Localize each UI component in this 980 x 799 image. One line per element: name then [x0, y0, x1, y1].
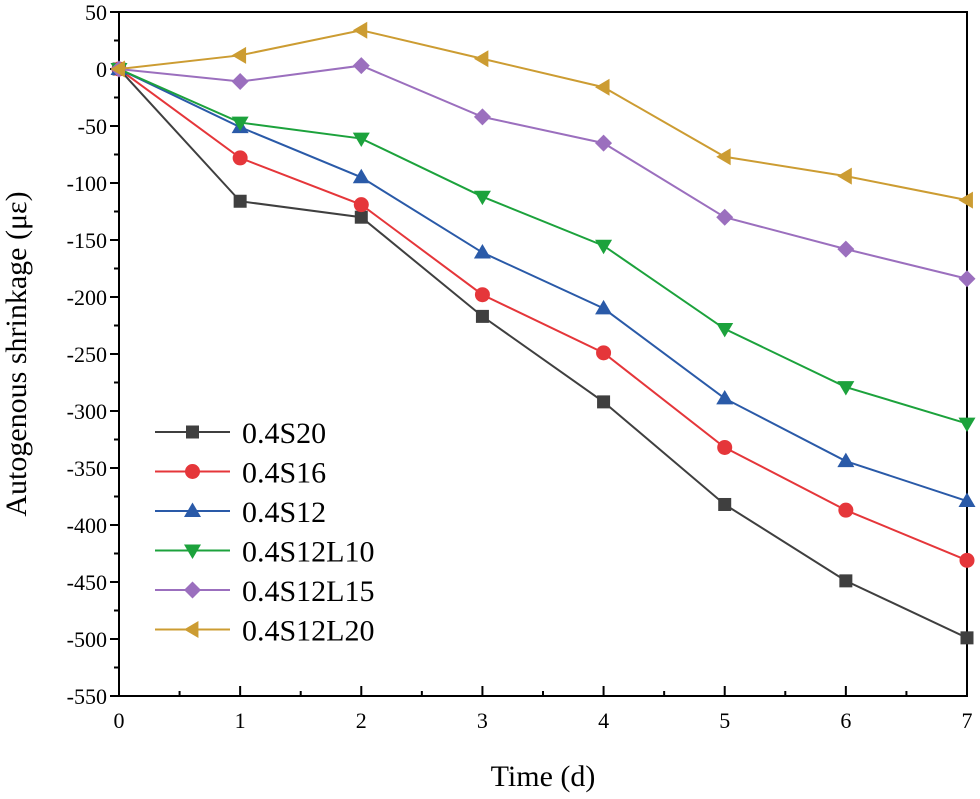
legend-label: 0.4S12L10 [242, 536, 375, 569]
y-axis-title: Autogenous shrinkage (με) [0, 191, 33, 516]
series-0.4S12L15 [110, 57, 976, 288]
data-point [231, 73, 249, 91]
data-point [473, 244, 491, 259]
data-point [231, 116, 249, 132]
data-point [597, 395, 611, 409]
legend-marker [184, 502, 201, 517]
legend-label: 0.4S20 [242, 417, 326, 450]
series-layer [110, 21, 976, 645]
data-point [595, 78, 610, 96]
data-point [718, 497, 732, 511]
x-tick-label: 1 [235, 708, 246, 733]
data-point [959, 552, 975, 568]
legend: 0.4S20 0.4S16 0.4S12 0.4S12L10 0.4S12L15 0.4S… [155, 417, 375, 648]
x-tick-label: 6 [840, 708, 851, 733]
y-tick-label: -300 [67, 399, 107, 424]
data-point [354, 210, 368, 224]
data-point [958, 492, 976, 508]
data-point [352, 168, 370, 184]
legend-marker [184, 621, 199, 638]
y-tick-label: 0 [96, 57, 107, 82]
data-point [110, 60, 125, 78]
series-line [118, 68, 968, 425]
data-point [958, 270, 976, 288]
data-point [958, 417, 976, 433]
data-point [958, 191, 973, 209]
data-point [231, 46, 247, 64]
series-line [118, 68, 968, 562]
y-tick-label: -100 [67, 171, 107, 196]
data-point [353, 197, 369, 213]
legend-entry: 0.4S12 [155, 496, 326, 529]
data-point [716, 389, 734, 405]
data-point [352, 57, 370, 75]
x-tick-label: 3 [477, 708, 488, 733]
data-point [475, 309, 489, 323]
data-point [232, 150, 248, 166]
y-tick-label: -350 [67, 456, 107, 481]
data-point [474, 287, 490, 303]
y-tick-label: -50 [78, 114, 107, 139]
data-point [837, 240, 855, 258]
y-tick-label: -400 [67, 513, 107, 538]
legend-marker [184, 581, 201, 599]
data-point [595, 134, 613, 152]
legend-marker [186, 425, 199, 439]
data-point [233, 194, 247, 208]
data-point [473, 108, 491, 126]
legend-label: 0.4S12 [242, 496, 326, 529]
series-line [118, 68, 968, 639]
data-point [595, 239, 613, 255]
x-tick-label: 7 [962, 708, 973, 733]
data-point [837, 452, 855, 468]
data-point [837, 381, 855, 396]
legend-entry: 0.4S16 [155, 457, 326, 490]
series-0.4S12L20 [110, 21, 973, 209]
legend-entry: 0.4S12L10 [155, 536, 375, 569]
data-point [595, 299, 613, 315]
data-point [352, 21, 368, 39]
y-tick-label: -450 [67, 570, 107, 595]
legend-entry: 0.4S12L15 [155, 575, 375, 608]
data-point [839, 574, 853, 588]
legend-label: 0.4S12L15 [242, 575, 375, 608]
y-tick-label: 50 [85, 0, 107, 25]
x-tick-label: 4 [598, 708, 609, 733]
y-tick-label: -150 [67, 228, 107, 253]
data-point [352, 132, 370, 148]
legend-marker [184, 544, 201, 559]
legend-marker [185, 464, 200, 479]
x-tick-label: 5 [719, 708, 730, 733]
data-point [716, 148, 731, 166]
data-point [717, 439, 733, 455]
series-line [118, 64, 968, 280]
legend-label: 0.4S16 [242, 457, 326, 490]
legend-entry: 0.4S12L20 [155, 615, 375, 648]
x-tick-label: 0 [114, 708, 125, 733]
data-point [838, 502, 854, 518]
data-point [473, 50, 489, 68]
y-tick-label: -200 [67, 285, 107, 310]
legend-entry: 0.4S20 [155, 417, 326, 450]
data-point [837, 167, 852, 185]
x-axis-title: Time (d) [491, 760, 596, 793]
series-0.4S16 [111, 61, 975, 568]
data-point [716, 208, 734, 226]
data-point [960, 631, 974, 645]
series-line [118, 29, 968, 202]
y-tick-label: -550 [67, 684, 107, 709]
series-0.4S12L10 [110, 63, 976, 433]
data-point [716, 322, 734, 338]
series-0.4S20 [112, 62, 974, 645]
data-point [473, 190, 491, 206]
series-line [118, 68, 968, 503]
y-tick-label: -500 [67, 627, 107, 652]
x-tick-label: 2 [356, 708, 367, 733]
legend-label: 0.4S12L20 [242, 615, 375, 648]
y-tick-label: -250 [67, 342, 107, 367]
data-point [596, 345, 612, 361]
